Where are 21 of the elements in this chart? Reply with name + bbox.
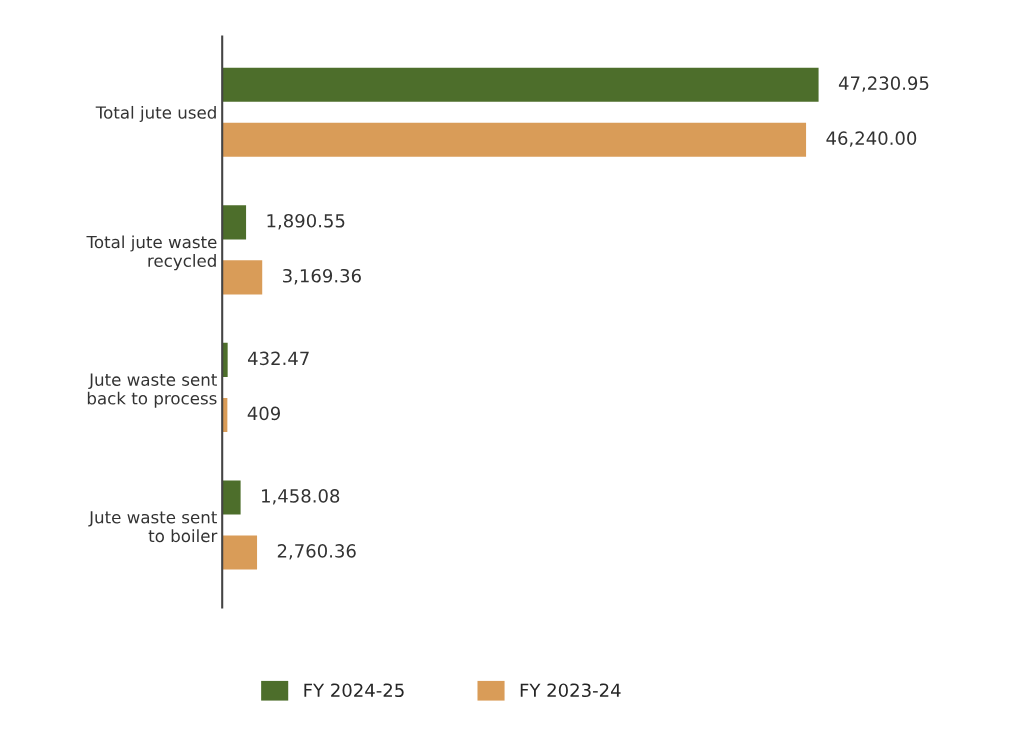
y-tick-label: Total jute waste recycled bbox=[86, 235, 217, 271]
data-label: 409 bbox=[247, 406, 280, 421]
data-label: 2,760.36 bbox=[277, 544, 356, 560]
data-label: 46,240.00 bbox=[826, 131, 917, 147]
y-tick-label: Jute waste sent back to process bbox=[87, 373, 217, 408]
data-label: 432.47 bbox=[247, 351, 309, 366]
bar bbox=[222, 260, 263, 295]
bar bbox=[222, 480, 241, 515]
data-label: 1,890.55 bbox=[267, 213, 345, 230]
data-label: 47,230.95 bbox=[838, 76, 929, 92]
bar bbox=[222, 342, 228, 377]
bar bbox=[222, 205, 247, 240]
bar bbox=[222, 122, 807, 157]
y-tick-label: Jute waste sent to boiler bbox=[88, 511, 218, 543]
bar bbox=[222, 535, 258, 570]
legend-label: FY 2024-25 bbox=[304, 683, 404, 698]
y-tick-label: Total jute used bbox=[95, 105, 216, 123]
legend-label: FY 2023-24 bbox=[520, 683, 621, 698]
data-label: 1,458.08 bbox=[262, 489, 340, 505]
data-label: 3,169.36 bbox=[283, 268, 361, 285]
bar bbox=[222, 67, 819, 102]
